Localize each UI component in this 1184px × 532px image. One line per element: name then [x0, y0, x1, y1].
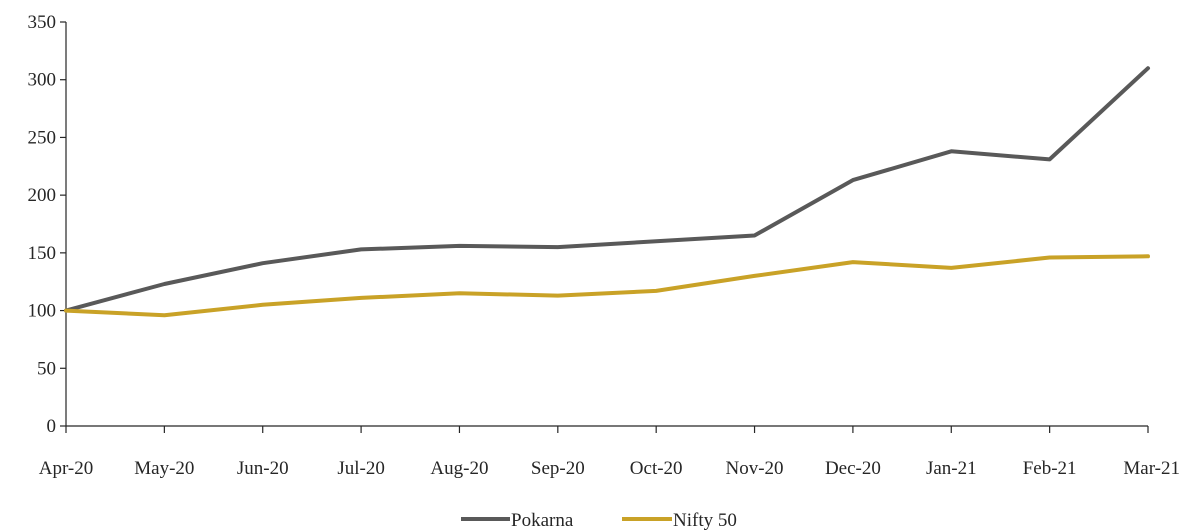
axes: 0 50 100 150 200 250 300 350 Apr-20 May-20 Jun-20 J… [28, 12, 1181, 479]
x-tick-label: Jun-20 [237, 458, 289, 479]
y-tick-label: 150 [28, 243, 57, 264]
y-tick-label: 100 [28, 301, 57, 322]
legend: Pokarna Nifty 50 [461, 510, 737, 531]
x-tick-label: Apr-20 [39, 458, 94, 479]
legend-label-nifty-50: Nifty 50 [673, 510, 737, 531]
x-tick-label: Oct-20 [630, 458, 683, 479]
series-line-pokarna [64, 66, 1150, 313]
series-layer [64, 66, 1150, 318]
y-tick-label: 300 [28, 70, 57, 91]
x-tick-label: Nov-20 [726, 458, 784, 479]
y-tick-label: 50 [37, 358, 56, 379]
x-tick-label: Aug-20 [430, 458, 488, 479]
y-tick-label: 200 [28, 185, 57, 206]
x-tick-label: Dec-20 [825, 458, 881, 479]
x-tick-label: Feb-21 [1023, 458, 1077, 479]
y-tick-label: 250 [28, 127, 57, 148]
legend-label-pokarna: Pokarna [511, 510, 574, 531]
x-tick-label: May-20 [134, 458, 194, 479]
x-tick-label: Mar-21 [1123, 458, 1180, 479]
x-tick-label: Jul-20 [337, 458, 385, 479]
x-tick-label: Jan-21 [926, 458, 977, 479]
y-tick-label: 0 [47, 416, 57, 437]
series-line-nifty-50 [64, 254, 1150, 318]
x-tick-label: Sep-20 [531, 458, 585, 479]
y-tick-label: 350 [28, 12, 57, 33]
